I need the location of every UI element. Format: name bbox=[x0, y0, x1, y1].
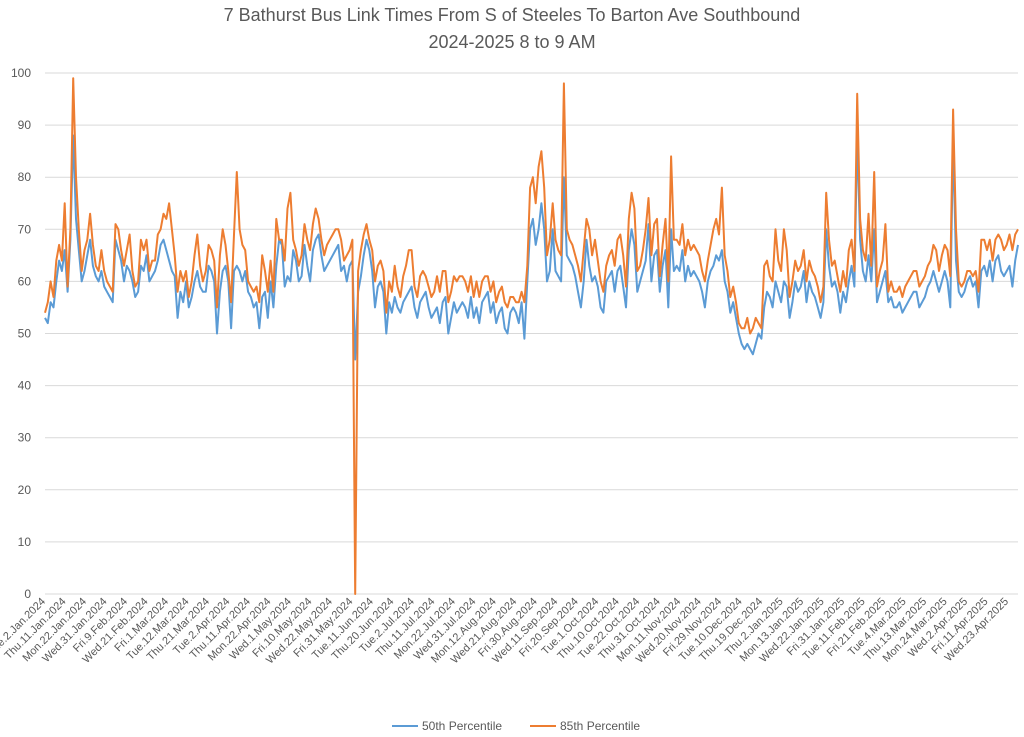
series-lines bbox=[44, 77, 1019, 595]
y-tick-label: 10 bbox=[18, 535, 32, 549]
y-tick-label: 50 bbox=[18, 327, 32, 341]
y-tick-label: 80 bbox=[18, 170, 32, 184]
y-tick-label: 70 bbox=[18, 222, 32, 236]
chart-title: 7 Bathurst Bus Link Times From S of Stee… bbox=[223, 5, 801, 25]
gridlines bbox=[45, 72, 1018, 595]
y-tick-label: 20 bbox=[18, 483, 32, 497]
y-tick-label: 90 bbox=[18, 118, 32, 132]
y-axis-ticks: 0 10 20 30 40 50 60 70 80 90 100 bbox=[11, 66, 31, 601]
series-line-85th-percentile bbox=[44, 77, 1019, 595]
y-tick-label: 0 bbox=[24, 587, 31, 601]
y-tick-label: 60 bbox=[18, 274, 32, 288]
chart-subtitle: 2024-2025 8 to 9 AM bbox=[428, 32, 596, 52]
y-tick-label: 100 bbox=[11, 66, 31, 80]
y-tick-label: 40 bbox=[18, 379, 32, 393]
legend-label: 85th Percentile bbox=[560, 719, 640, 733]
y-tick-label: 30 bbox=[18, 431, 32, 445]
legend-label: 50th Percentile bbox=[422, 719, 502, 733]
x-axis-ticks: Tue.2.Jan.2024Thu.11.Jan.2024Mon.22.Jan.… bbox=[0, 596, 1011, 667]
legend: 50th Percentile 85th Percentile bbox=[392, 719, 640, 733]
